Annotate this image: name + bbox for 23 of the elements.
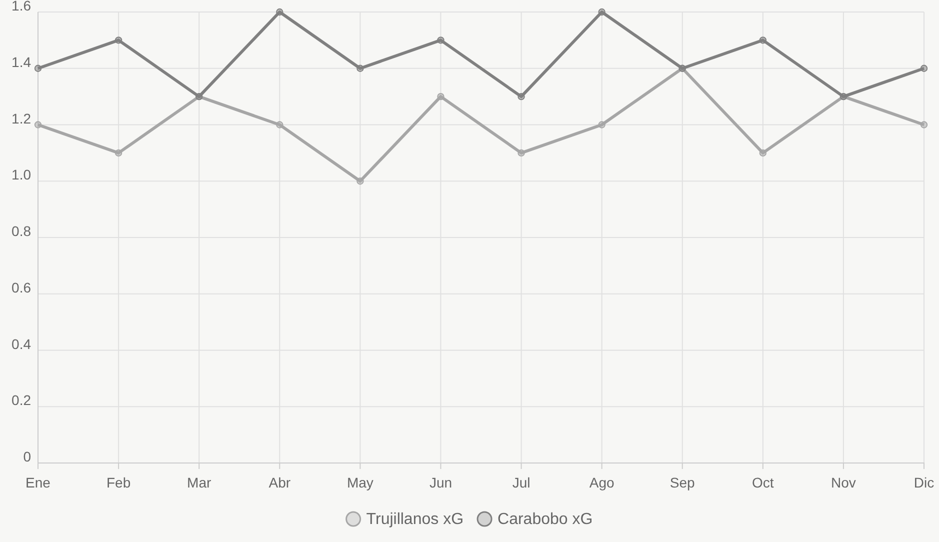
y-tick-label: 0.2 bbox=[12, 392, 32, 408]
x-tick-label: May bbox=[346, 474, 374, 490]
x-tick-label: Jun bbox=[429, 474, 452, 490]
x-tick-label: Dic bbox=[914, 474, 934, 490]
y-tick-label: 1.2 bbox=[12, 110, 32, 126]
y-tick-label: 1.0 bbox=[12, 166, 32, 183]
x-tick-label: Abr bbox=[268, 474, 291, 490]
y-tick-label: 0 bbox=[23, 448, 32, 465]
x-tick-label: Feb bbox=[106, 474, 131, 490]
y-tick-label: 1.6 bbox=[12, 0, 32, 14]
x-tick-label: Nov bbox=[831, 474, 856, 490]
legend-label: Trujillanos xG bbox=[366, 511, 464, 528]
x-tick-label: Sep bbox=[670, 474, 696, 490]
x-tick-label: Mar bbox=[187, 474, 212, 490]
y-tick-label: 1.4 bbox=[12, 54, 32, 70]
legend-label: Carabobo xG bbox=[498, 511, 593, 528]
y-tick-label: 0.6 bbox=[12, 279, 32, 296]
x-tick-label: Oct bbox=[752, 474, 774, 490]
x-tick-label: Jul bbox=[512, 474, 530, 490]
x-tick-label: Ene bbox=[26, 474, 51, 490]
x-tick-label: Ago bbox=[589, 474, 614, 490]
y-tick-label: 0.4 bbox=[12, 336, 32, 352]
y-tick-label: 0.8 bbox=[12, 223, 32, 240]
